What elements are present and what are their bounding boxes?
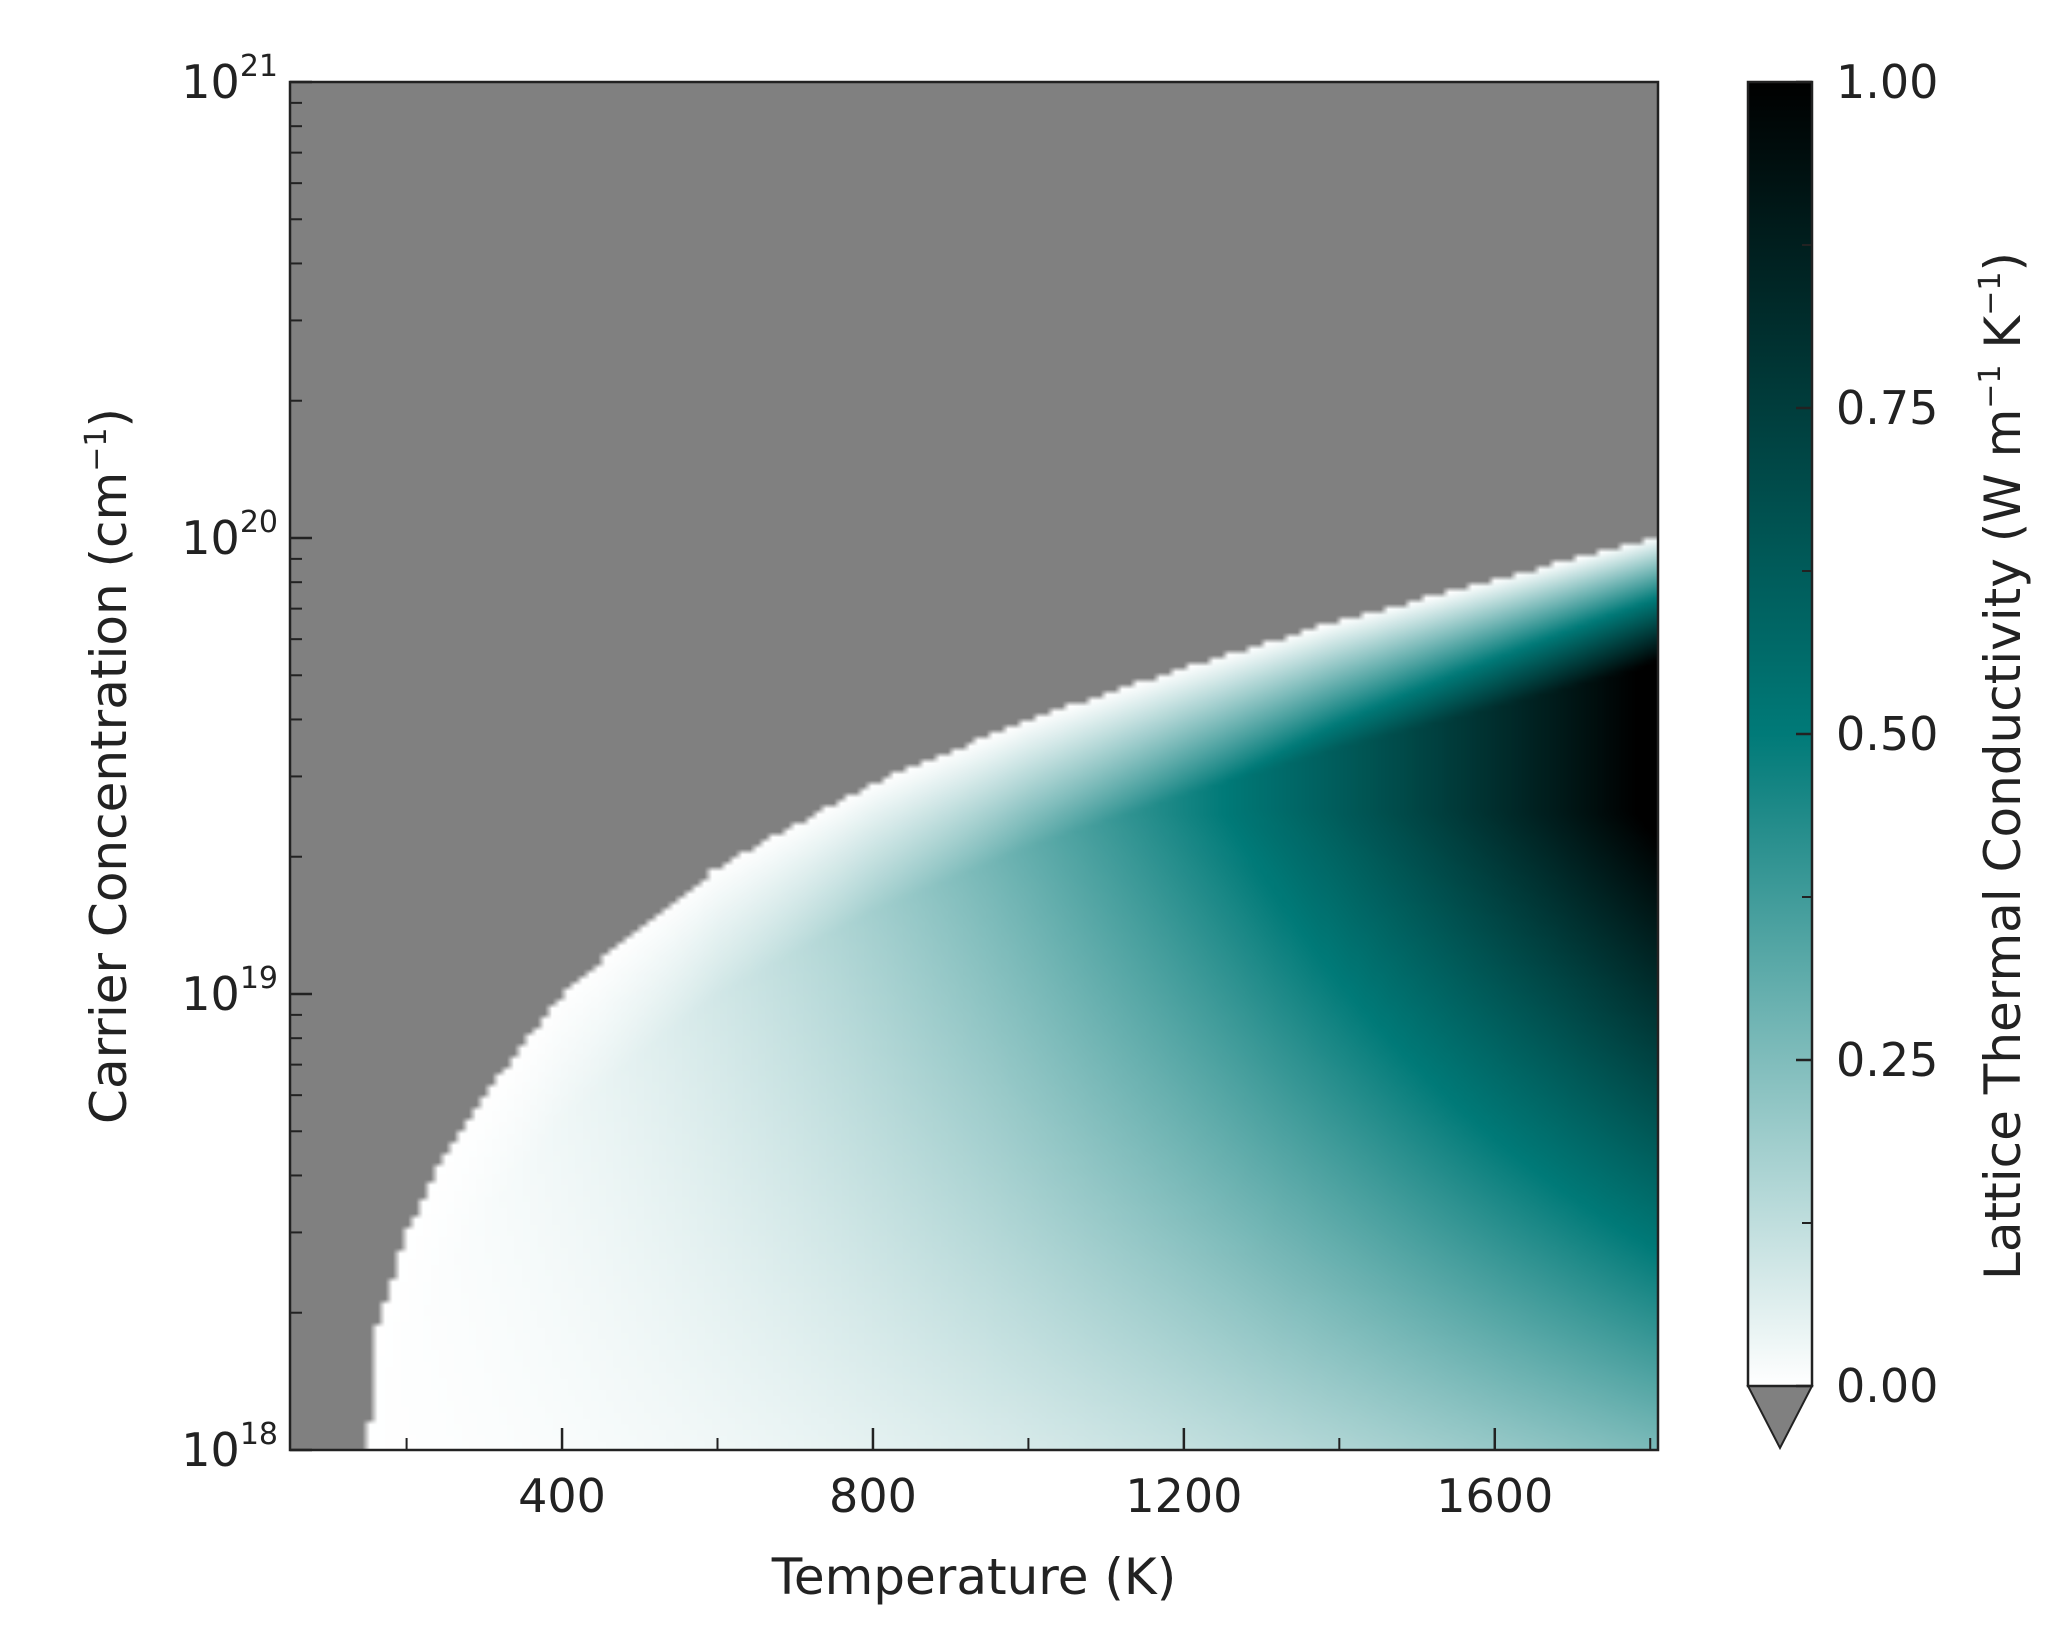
colorbar: 0.00 0.25 0.50 0.75 1.00 xyxy=(1746,55,1938,1451)
colorbar-tick-label: 0.75 xyxy=(1836,381,1938,435)
x-tick-label: 1200 xyxy=(1125,1469,1242,1523)
y-tick-label: 1018 xyxy=(181,1417,278,1477)
x-tick-label: 1600 xyxy=(1436,1469,1553,1523)
x-axis: 400 800 1200 1600 xyxy=(405,1428,1652,1523)
colorbar-under-extension xyxy=(1746,1385,1814,1451)
y-axis: 1018 1019 1020 1021 xyxy=(181,49,312,1477)
colorbar-tick-label: 0.50 xyxy=(1836,707,1938,761)
colorbar-ticks: 0.00 0.25 0.50 0.75 1.00 xyxy=(1796,55,1938,1413)
x-axis-label: Temperature (K) xyxy=(771,1548,1176,1606)
x-tick-label: 400 xyxy=(518,1469,606,1523)
plot-area xyxy=(288,80,1660,1452)
colorbar-tick-label: 0.00 xyxy=(1836,1359,1938,1413)
colorbar-tick-label: 1.00 xyxy=(1836,55,1938,109)
plot-frame xyxy=(288,80,1660,1452)
x-tick-label: 800 xyxy=(829,1469,917,1523)
y-tick-label: 1020 xyxy=(181,505,278,565)
colorbar-label: Lattice Thermal Conductivity (W m−1 K−1) xyxy=(1973,252,2032,1280)
y-axis-label: Carrier Concentration (cm−1) xyxy=(79,408,138,1124)
heatmap-field xyxy=(290,82,1658,1450)
y-tick-label: 1019 xyxy=(181,961,278,1021)
colorbar-tick-label: 0.25 xyxy=(1836,1033,1938,1087)
y-tick-label: 1021 xyxy=(181,49,278,109)
